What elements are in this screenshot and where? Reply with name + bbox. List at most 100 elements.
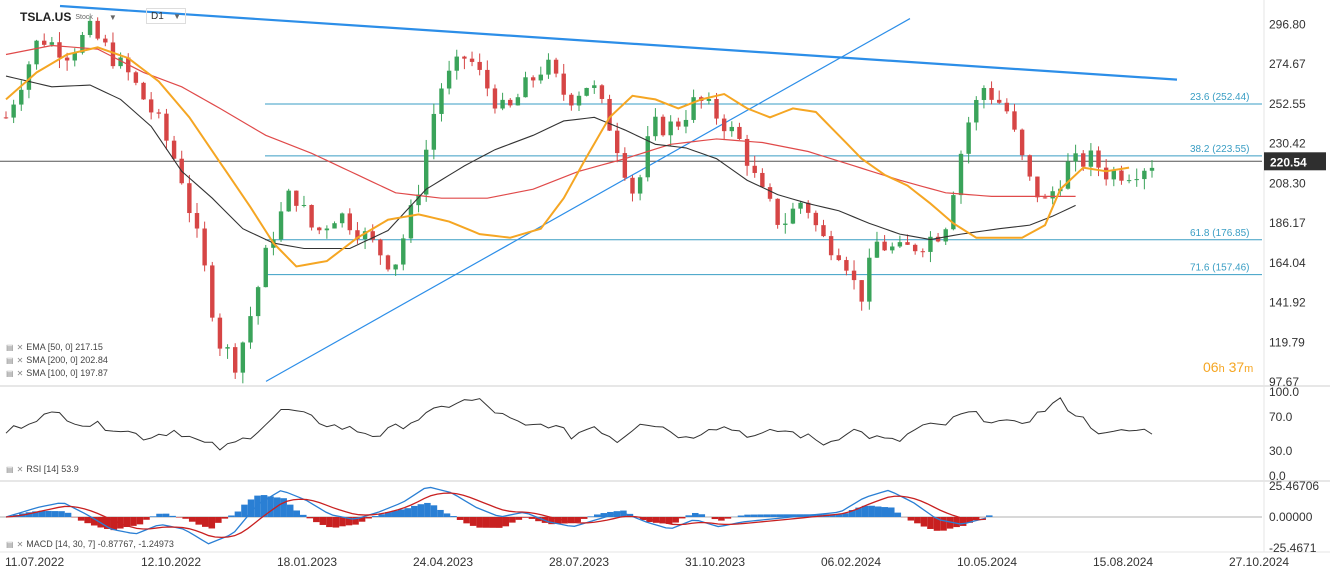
candle-body	[347, 213, 352, 231]
settings-icon[interactable]: ▤	[6, 368, 14, 378]
candle-body	[401, 238, 406, 265]
candle-body	[95, 20, 100, 39]
countdown-minutes: 37	[1228, 359, 1245, 375]
candle-body	[828, 236, 834, 256]
macd-tick-label: 25.46706	[1269, 479, 1319, 493]
candle-body	[660, 116, 666, 136]
candle-body	[3, 117, 9, 119]
macd-histogram-bar	[763, 514, 771, 517]
candle-body	[1050, 191, 1055, 199]
chevron-down-icon[interactable]: ▼	[173, 11, 181, 21]
candle-body	[263, 247, 268, 288]
candle-body	[446, 70, 452, 89]
candle-body	[1096, 150, 1101, 168]
macd-histogram-bar	[143, 517, 150, 520]
timeframe-selector[interactable]: D1 ▼	[146, 8, 186, 24]
macd-histogram-bar	[378, 514, 385, 517]
close-icon[interactable]: ✕	[16, 355, 24, 365]
macd-histogram-bar	[208, 517, 216, 529]
macd-histogram-bar	[352, 517, 359, 525]
macd-histogram-bar	[58, 511, 65, 517]
macd-histogram-bar	[914, 517, 921, 524]
symbol-selector[interactable]: TSLA.US Stock ▼	[20, 8, 117, 26]
macd-histogram-bar	[522, 517, 529, 518]
macd-tick-label: -25.4671	[1269, 541, 1317, 555]
rsi-tick-label: 100.0	[1269, 385, 1299, 399]
macd-histogram-bar	[437, 509, 444, 517]
date-tick-label: 11.07.2022	[5, 555, 64, 569]
candle-body	[217, 317, 223, 349]
macd-histogram-bar	[829, 514, 836, 517]
candle-body	[164, 113, 169, 141]
macd-histogram-bar	[32, 511, 39, 517]
close-icon[interactable]: ✕	[16, 342, 24, 352]
candle-body	[110, 42, 116, 67]
symbol-label: TSLA.US	[20, 10, 72, 24]
candle-body	[286, 190, 291, 212]
candle-countdown: 06h 37m	[1203, 359, 1253, 375]
date-tick-label: 10.05.2024	[957, 555, 1017, 569]
settings-icon[interactable]: ▤	[6, 342, 14, 352]
candle-body	[416, 194, 421, 206]
settings-icon[interactable]: ▤	[6, 464, 14, 474]
candle-body	[1081, 153, 1086, 167]
price-tick-label: 296.80	[1269, 17, 1306, 31]
chevron-down-icon[interactable]: ▼	[108, 12, 117, 22]
candle-body	[462, 56, 467, 59]
candle-body	[637, 177, 643, 194]
candle-body	[424, 149, 429, 195]
candle-body	[561, 73, 566, 95]
legend-sma200[interactable]: ▤ ✕ SMA [200, 0] 202.84	[6, 355, 108, 365]
legend-ema[interactable]: ▤ ✕ EMA [50, 0] 217.15	[6, 342, 103, 352]
macd-histogram-bar	[424, 502, 431, 517]
close-icon[interactable]: ✕	[16, 368, 24, 378]
macd-histogram-bar	[835, 514, 843, 517]
macd-histogram-bar	[842, 513, 849, 517]
candle-body	[943, 229, 948, 242]
macd-histogram-bar	[267, 496, 274, 517]
macd-histogram-bar	[554, 517, 562, 524]
candle-body	[156, 112, 161, 114]
legend-rsi[interactable]: ▤ ✕ RSI [14] 53.9	[6, 464, 79, 474]
settings-icon[interactable]: ▤	[6, 539, 14, 549]
macd-histogram-bar	[502, 517, 510, 527]
candle-body	[530, 77, 536, 81]
candle-body	[706, 98, 712, 101]
candle-body	[1035, 176, 1040, 198]
macd-histogram-bar	[51, 511, 59, 517]
close-icon[interactable]: ✕	[16, 539, 24, 549]
candle-body	[431, 113, 437, 150]
candle-body	[630, 177, 635, 194]
settings-icon[interactable]: ▤	[6, 355, 14, 365]
candle-body	[821, 225, 826, 237]
legend-sma100[interactable]: ▤ ✕ SMA [100, 0] 197.87	[6, 368, 108, 378]
macd-histogram-bar	[300, 514, 307, 517]
legend-macd[interactable]: ▤ ✕ MACD [14, 30, 7] -0.87767, -1.24973	[6, 539, 174, 549]
countdown-hours: 06	[1203, 359, 1219, 375]
candle-body	[851, 270, 857, 281]
macd-histogram-bar	[215, 517, 222, 523]
candle-body	[599, 85, 605, 99]
candle-body	[64, 57, 70, 61]
date-tick-label: 15.08.2024	[1093, 555, 1153, 569]
close-icon[interactable]: ✕	[16, 464, 24, 474]
candle-body	[752, 165, 757, 173]
candle-body	[859, 280, 864, 302]
candle-body	[255, 287, 261, 317]
macd-histogram-bar	[881, 507, 888, 517]
macd-histogram-bar	[136, 517, 144, 525]
candle-body	[355, 230, 360, 240]
price-tick-label: 252.55	[1269, 97, 1306, 111]
candle-body	[1134, 179, 1139, 181]
macd-histogram-bar	[888, 507, 895, 517]
candle-body	[546, 59, 551, 75]
rsi-tick-label: 70.0	[1269, 410, 1293, 424]
macd-histogram-bar	[130, 517, 137, 526]
macd-histogram-bar	[496, 517, 503, 528]
candle-body	[1012, 111, 1017, 130]
price-tick-label: 186.17	[1269, 216, 1306, 230]
candle-body	[798, 202, 803, 209]
date-tick-label: 18.01.2023	[277, 555, 337, 569]
candle-body	[783, 223, 788, 225]
